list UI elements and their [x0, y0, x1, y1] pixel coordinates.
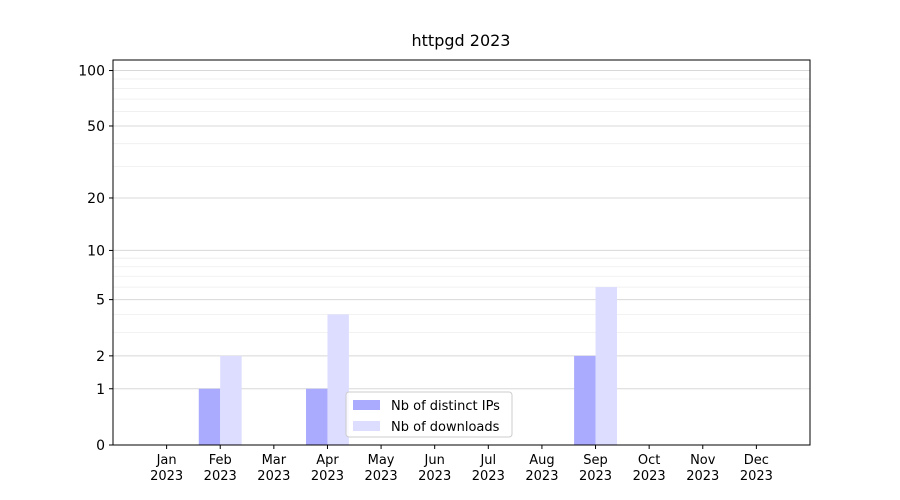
x-tick-label: Apr 2023 [310, 453, 344, 484]
x-tick-label: Aug 2023 [525, 453, 559, 484]
bar [306, 388, 328, 445]
x-tick-label: May 2023 [364, 453, 398, 484]
bar [574, 355, 596, 445]
legend-label: Nb of downloads [391, 420, 500, 435]
y-tick-label: 5 [96, 293, 105, 309]
x-tick-label: Sep 2023 [578, 453, 613, 484]
bar [220, 355, 242, 445]
y-tick-label: 1 [96, 382, 105, 398]
x-tick-label: Jul 2023 [471, 453, 505, 484]
x-tick-label: Mar 2023 [257, 453, 291, 484]
x-tick-label: Feb 2023 [203, 453, 237, 484]
y-tick-label: 10 [87, 243, 105, 259]
y-tick-label: 20 [87, 191, 105, 207]
y-tick-label: 50 [87, 119, 105, 135]
legend-swatch [353, 421, 380, 431]
legend: Nb of distinct IPs Nb of downloads [345, 391, 513, 438]
x-tick-label: Jan 2023 [150, 453, 184, 484]
legend-box [345, 391, 513, 438]
legend-label: Nb of distinct IPs [391, 399, 500, 414]
x-tick-label: Oct 2023 [632, 453, 666, 484]
bar [198, 388, 221, 445]
x-tick-label: Jun 2023 [418, 453, 452, 484]
bar [327, 314, 349, 445]
chart-title: httpgd 2023 [412, 31, 511, 50]
y-tick-label: 0 [96, 438, 105, 454]
y-tick-label: 2 [96, 349, 105, 365]
plot-frame [112, 59, 811, 446]
bar [595, 287, 617, 445]
y-tick-label: 100 [78, 64, 105, 80]
x-tick-label: Nov 2023 [686, 453, 720, 484]
x-tick-label: Dec 2023 [739, 453, 773, 484]
legend-swatch [353, 400, 380, 410]
